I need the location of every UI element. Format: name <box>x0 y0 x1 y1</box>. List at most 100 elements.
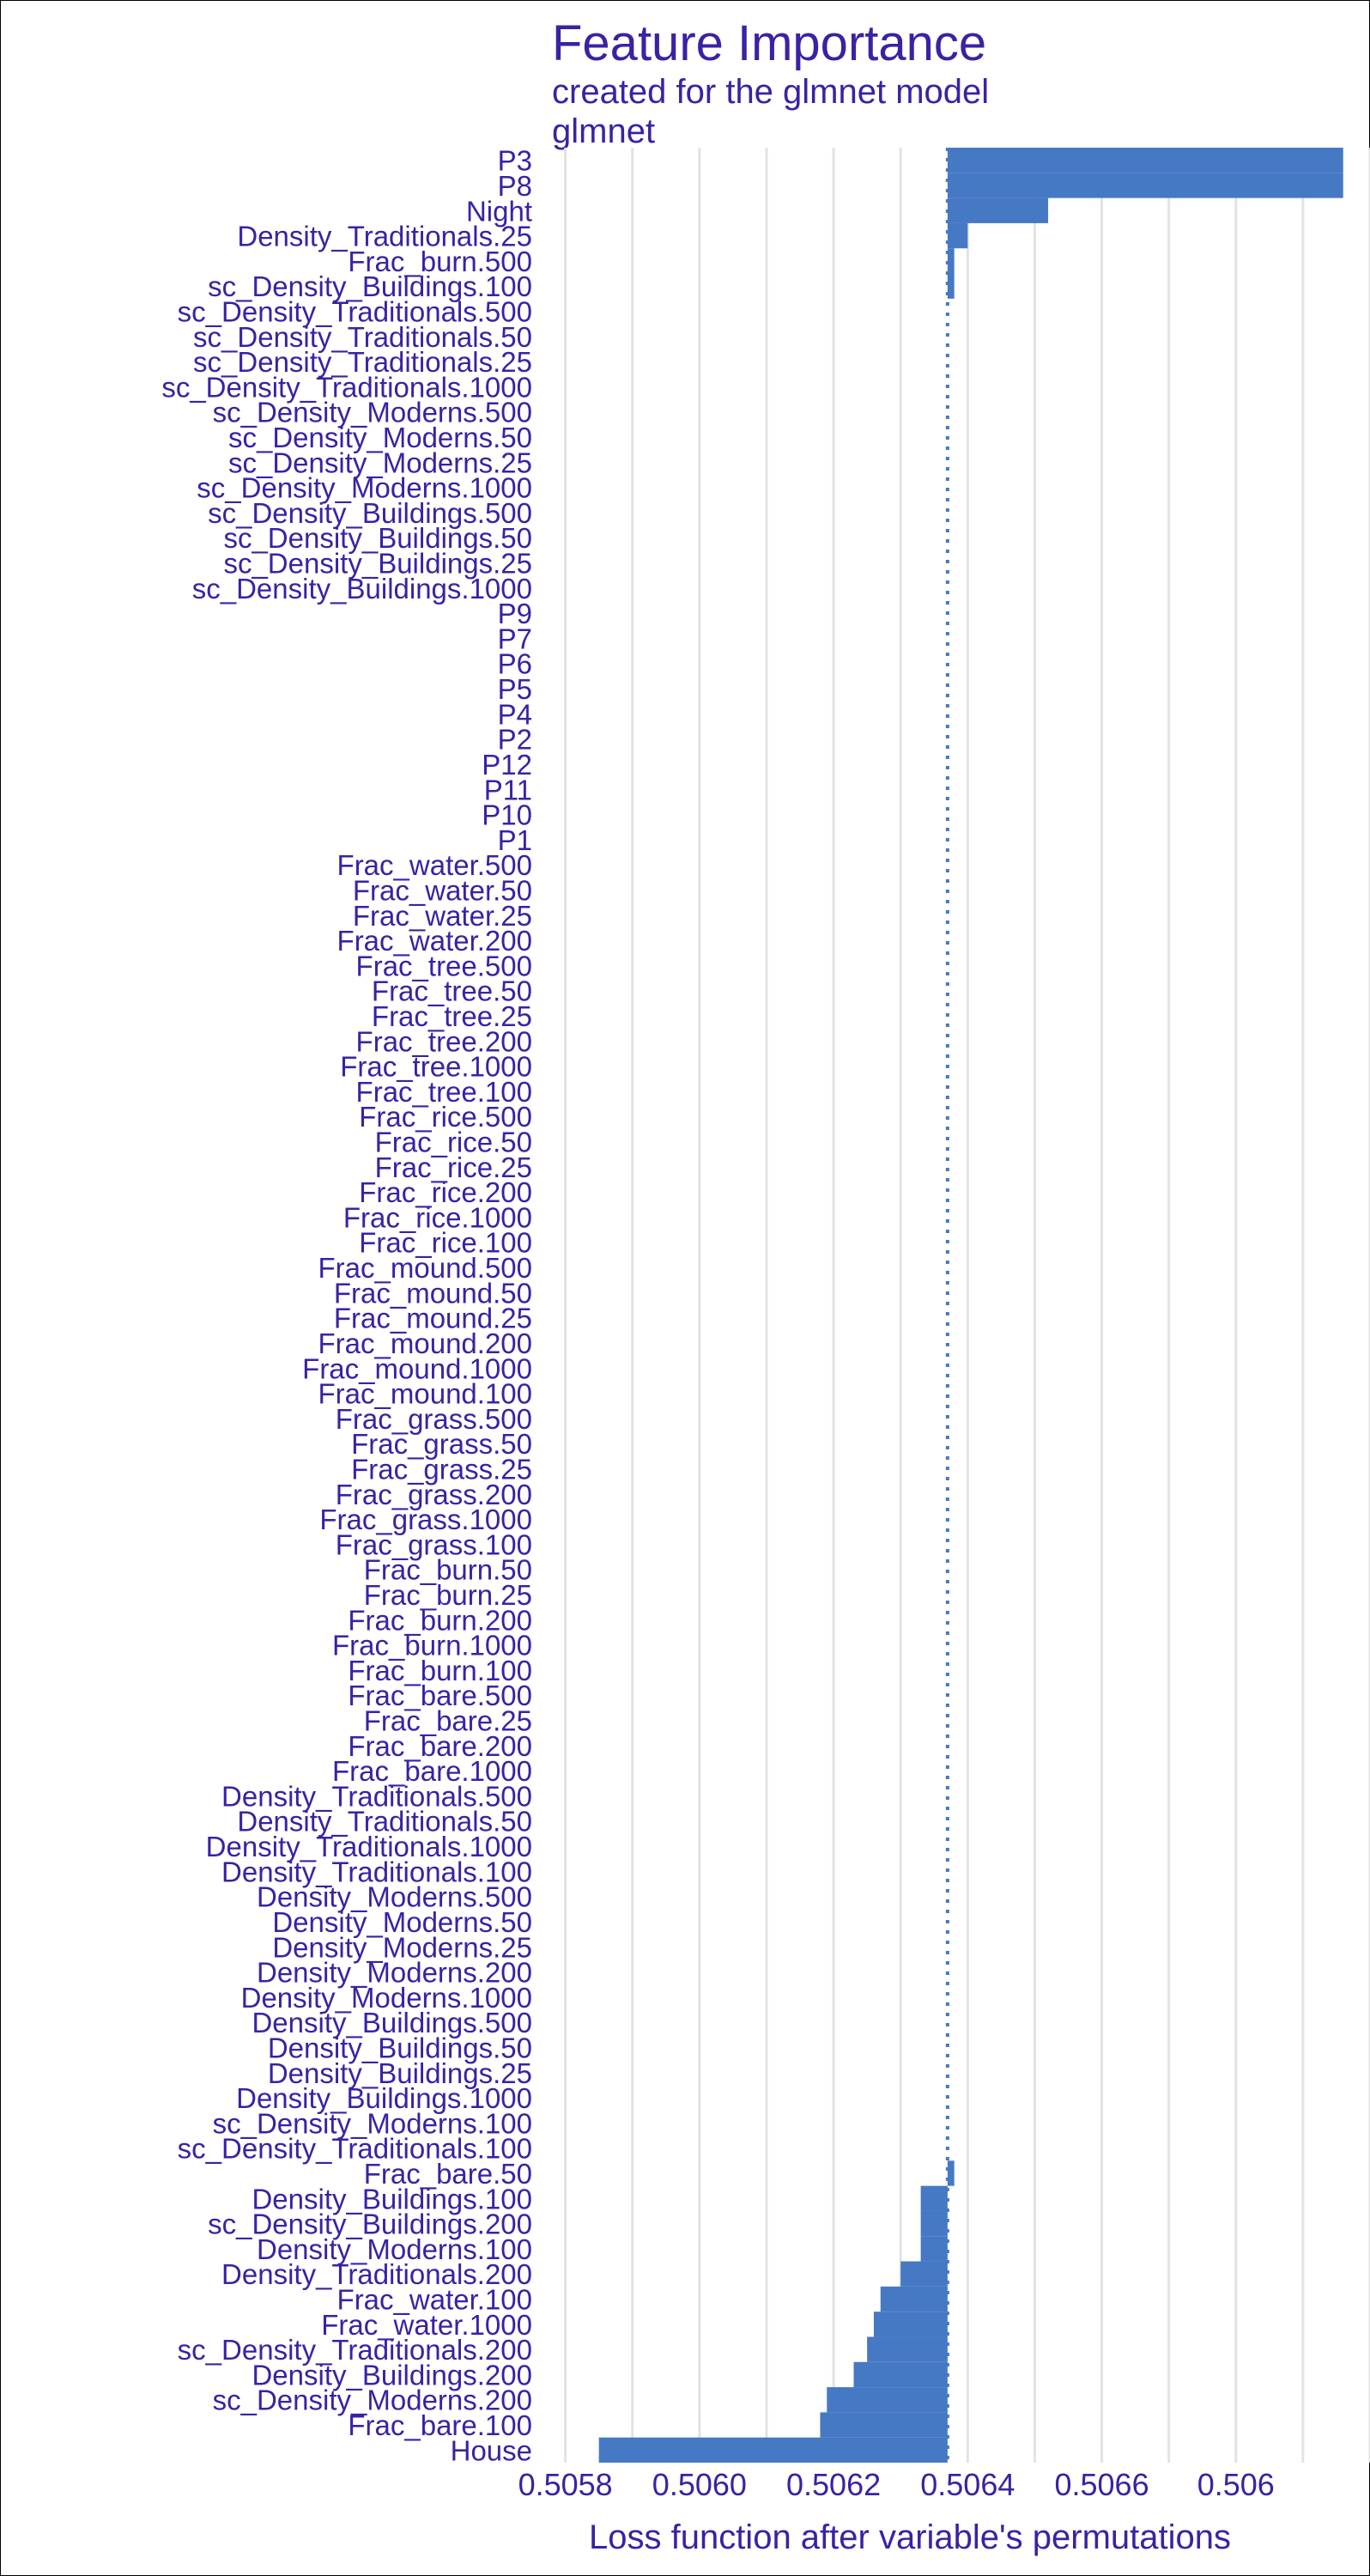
y-tick-label: sc_Density_Buildings.1000 <box>192 573 532 605</box>
y-tick-label: Frac_bare.25 <box>364 1705 532 1737</box>
y-tick-labels: P3P8NightDensity_Traditionals.25Frac_bur… <box>161 145 532 2467</box>
y-tick-label: sc_Density_Buildings.200 <box>208 2208 532 2240</box>
y-tick-label: Density_Buildings.100 <box>252 2183 532 2215</box>
y-tick-label: Density_Traditionals.200 <box>221 2258 532 2290</box>
y-tick-label: Frac_rice.200 <box>359 1176 532 1208</box>
y-tick-label: Density_Traditionals.500 <box>221 1780 532 1812</box>
y-tick-label: Frac_mound.500 <box>318 1252 532 1284</box>
y-tick-label: P3 <box>498 145 532 177</box>
y-tick-label: House <box>451 2434 532 2466</box>
y-tick-label: P7 <box>498 623 532 654</box>
y-tick-label: Density_Traditionals.50 <box>237 1806 532 1838</box>
bar-p3 <box>947 148 1343 173</box>
y-tick-label: Density_Moderns.1000 <box>241 1982 532 2014</box>
y-tick-label: Frac_water.25 <box>353 900 532 932</box>
y-tick-label: Frac_grass.100 <box>336 1528 532 1560</box>
bar-frac-water-100 <box>880 2286 948 2312</box>
y-tick-label: Frac_mound.50 <box>334 1277 532 1309</box>
y-tick-label: P1 <box>498 824 532 856</box>
y-tick-label: Frac_tree.200 <box>356 1025 532 1057</box>
y-tick-label: sc_Density_Buildings.100 <box>208 270 532 302</box>
y-tick-label: sc_Density_Buildings.25 <box>223 548 532 580</box>
bar-night <box>947 197 1049 223</box>
y-tick-label: Frac_mound.1000 <box>302 1352 532 1384</box>
y-tick-label: P2 <box>498 724 532 756</box>
y-tick-label: Frac_mound.200 <box>318 1327 532 1359</box>
bar-density-traditionals-200 <box>900 2261 948 2287</box>
y-tick-label: Density_Buildings.1000 <box>236 2082 532 2114</box>
y-tick-label: Density_Moderns.25 <box>272 1931 532 1963</box>
bar-density-buildings-200 <box>853 2361 948 2388</box>
y-tick-label: Frac_water.500 <box>337 849 532 881</box>
x-tick-label: 0.5060 <box>652 2467 747 2502</box>
chart-subtitle: created for the glmnet model <box>552 73 989 111</box>
y-tick-label: Frac_grass.25 <box>351 1453 532 1485</box>
y-tick-label: sc_Density_Buildings.500 <box>208 497 532 529</box>
y-tick-label: Frac_grass.50 <box>351 1428 532 1460</box>
y-tick-label: Frac_water.100 <box>337 2284 532 2316</box>
y-tick-label: Frac_bare.1000 <box>332 1755 532 1787</box>
y-tick-label: sc_Density_Traditionals.1000 <box>161 371 532 403</box>
x-tick-label: 0.5058 <box>518 2467 613 2502</box>
y-tick-label: Frac_burn.50 <box>364 1554 532 1586</box>
y-tick-label: Frac_bare.200 <box>348 1730 532 1762</box>
y-tick-label: Frac_bare.500 <box>348 1680 532 1711</box>
y-tick-label: sc_Density_Moderns.50 <box>228 422 532 453</box>
bar-p8 <box>947 173 1343 198</box>
x-tick-label: 0.5062 <box>786 2467 881 2502</box>
y-tick-label: sc_Density_Traditionals.200 <box>178 2334 532 2366</box>
x-axis-title: Loss function after variable's permutati… <box>589 2518 1231 2556</box>
y-tick-label: sc_Density_Traditionals.500 <box>178 295 532 327</box>
bar-house <box>598 2437 948 2463</box>
gridlines <box>564 148 1370 2463</box>
y-tick-label: Frac_rice.25 <box>375 1151 532 1183</box>
y-tick-label: Density_Moderns.100 <box>257 2233 532 2265</box>
y-tick-label: Frac_burn.1000 <box>332 1630 532 1662</box>
y-tick-label: P11 <box>484 774 532 805</box>
y-tick-label: Night <box>466 195 532 227</box>
y-tick-label: P8 <box>498 170 532 202</box>
y-tick-label: Density_Traditionals.1000 <box>206 1831 532 1862</box>
y-tick-label: P4 <box>498 698 532 730</box>
y-tick-label: Density_Traditionals.100 <box>221 1856 532 1887</box>
y-tick-label: sc_Density_Moderns.500 <box>213 397 532 428</box>
y-tick-label: Frac_burn.100 <box>348 1655 532 1686</box>
y-tick-label: Density_Buildings.25 <box>268 2057 532 2089</box>
y-tick-label: Frac_mound.100 <box>318 1378 532 1410</box>
y-tick-label: Frac_grass.500 <box>336 1403 532 1435</box>
y-tick-label: Frac_rice.1000 <box>343 1201 532 1233</box>
chart-title: Feature Importance <box>552 15 986 71</box>
y-tick-label: Frac_mound.25 <box>334 1303 532 1334</box>
bar-sc-density-moderns-200 <box>827 2387 948 2413</box>
y-tick-label: Density_Moderns.50 <box>272 1906 532 1938</box>
y-tick-label: Frac_bare.100 <box>348 2409 532 2441</box>
y-tick-label: Frac_water.50 <box>353 874 532 906</box>
x-tick-label: 0.5064 <box>920 2467 1015 2502</box>
x-tick-labels: 0.5058 0.5060 0.5062 0.5064 0.5066 0.506 <box>518 2467 1275 2502</box>
bars <box>598 148 1343 2463</box>
bar-density-moderns-100 <box>920 2236 948 2262</box>
bar-frac-burn-500 <box>947 248 955 274</box>
y-tick-label: Frac_burn.500 <box>348 246 532 277</box>
y-tick-label: Frac_water.200 <box>337 925 532 957</box>
y-tick-label: P10 <box>482 799 532 831</box>
y-tick-label: Frac_burn.200 <box>348 1604 532 1636</box>
y-tick-label: Frac_tree.1000 <box>340 1051 532 1083</box>
y-tick-label: Frac_tree.100 <box>356 1076 532 1108</box>
bar-sc-density-buildings-200 <box>920 2210 948 2237</box>
y-tick-label: sc_Density_Moderns.1000 <box>197 472 532 504</box>
y-tick-label: Density_Traditionals.25 <box>237 221 532 252</box>
y-tick-label: Density_Buildings.200 <box>252 2359 532 2391</box>
y-tick-label: Frac_rice.100 <box>359 1227 532 1259</box>
x-tick-label: 0.506 <box>1197 2467 1275 2502</box>
y-tick-label: P12 <box>482 749 532 781</box>
y-tick-label: Density_Buildings.500 <box>252 2007 532 2038</box>
bar-density-buildings-100 <box>920 2185 948 2211</box>
bar-frac-bare-50 <box>947 2160 955 2186</box>
y-tick-label: Frac_bare.50 <box>364 2158 532 2190</box>
y-tick-label: Frac_grass.200 <box>336 1479 532 1510</box>
y-tick-label: sc_Density_Traditionals.25 <box>193 346 532 378</box>
y-tick-label: Frac_water.1000 <box>321 2309 532 2341</box>
y-tick-label: P5 <box>498 673 532 705</box>
